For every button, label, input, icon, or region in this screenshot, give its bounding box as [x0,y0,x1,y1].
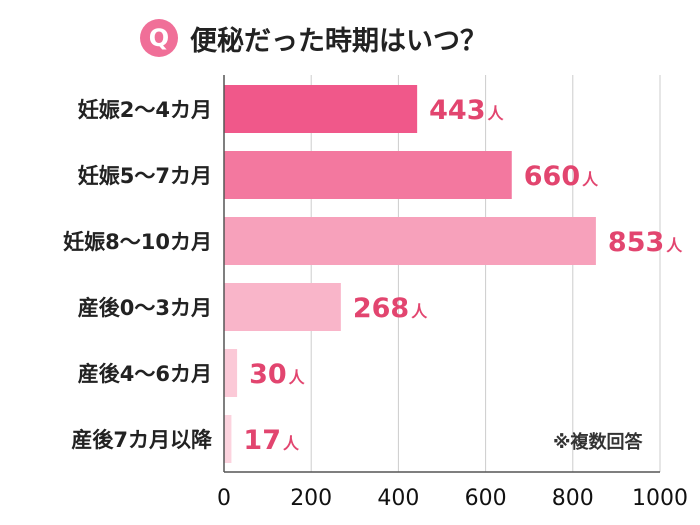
x-tick-label: 200 [290,486,332,511]
bar [224,283,341,331]
category-label: 産後0〜3カ月 [78,296,212,320]
category-label: 妊娠8〜10カ月 [63,230,212,254]
data-label-unit: 人 [283,434,300,453]
x-tick-label: 1000 [632,486,688,511]
x-tick-label: 600 [465,486,507,511]
bar [224,415,232,463]
data-label-unit: 人 [666,236,683,255]
data-label-unit: 人 [488,104,505,123]
data-label-unit: 人 [582,170,599,189]
x-tick-label: 800 [552,486,594,511]
x-tick-label: 0 [217,486,231,511]
x-tick-label: 400 [377,486,419,511]
data-label: 660 人 [524,161,599,192]
chart-title: 便秘だった時期はいつ？ [190,25,487,57]
question-badge: Q [140,19,178,57]
data-label-unit: 人 [289,368,306,387]
category-label: 産後7カ月以降 [71,428,213,452]
multiple-answer-note: ※複数回答 [553,432,643,453]
category-label: 妊娠2〜4カ月 [78,98,212,122]
bar [224,85,418,133]
category-label: 妊娠5〜7カ月 [78,164,212,188]
data-label: 17 人 [243,425,300,456]
data-label-unit: 人 [411,302,428,321]
data-label: 30 人 [249,359,306,390]
data-label: 443 人 [429,95,504,126]
category-label: 産後4〜6カ月 [78,362,212,386]
data-label: 268 人 [353,293,428,324]
chart-title-bar: Q 便秘だった時期はいつ？ [140,14,487,62]
bar [224,151,512,199]
data-label: 853 人 [608,227,683,258]
bar [224,349,238,397]
bar [224,217,596,265]
